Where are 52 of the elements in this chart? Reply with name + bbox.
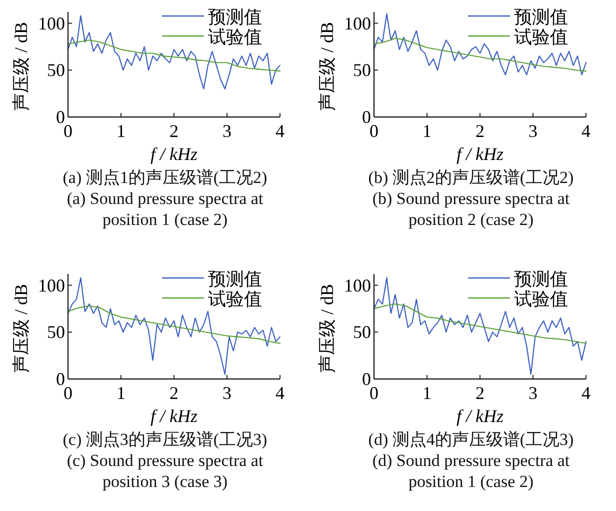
x-tick-label: 4 bbox=[276, 121, 284, 141]
legend-label: 预测值 bbox=[514, 269, 568, 289]
y-tick-label: 50 bbox=[353, 322, 371, 342]
y-tick-label: 0 bbox=[56, 369, 65, 389]
x-tick-label: 4 bbox=[582, 121, 590, 141]
x-tick-label: 3 bbox=[222, 383, 232, 403]
legend-label: 试验值 bbox=[514, 289, 568, 309]
text: (d) 测点4的声压级谱(工况3) bbox=[367, 429, 575, 450]
x-axis-title: f / kHz bbox=[456, 144, 504, 164]
x-axis-title: f / kHz bbox=[150, 144, 198, 164]
y-tick-label: 0 bbox=[362, 107, 371, 127]
x-axis-title: f / kHz bbox=[150, 406, 198, 426]
x-tick-label: 1 bbox=[422, 383, 432, 403]
x-tick-label: 3 bbox=[222, 121, 232, 141]
y-axis-title: 声压级 / dB bbox=[317, 284, 337, 374]
legend-label: 预测值 bbox=[208, 7, 262, 27]
x-tick-label: 1 bbox=[116, 121, 126, 141]
y-tick-label: 100 bbox=[38, 275, 65, 296]
y-tick-label: 50 bbox=[47, 60, 65, 80]
x-tick-label: 2 bbox=[170, 383, 178, 403]
y-tick-label: 100 bbox=[344, 275, 371, 296]
x-tick-label: 3 bbox=[528, 121, 538, 141]
text: (a) 测点1的声压级谱(工况2) bbox=[62, 167, 268, 188]
legend-label: 试验值 bbox=[208, 289, 262, 309]
text: (d) Sound pressure spectra at position 1 (case 2) bbox=[371, 450, 571, 492]
x-tick-label: 1 bbox=[116, 383, 126, 403]
y-tick-label: 50 bbox=[47, 322, 65, 342]
x-tick-label: 2 bbox=[476, 383, 484, 403]
x-tick-label: 4 bbox=[582, 383, 590, 403]
legend-label: 试验值 bbox=[208, 27, 262, 47]
text: (b) Sound pressure spectra at position 2 (case 2) bbox=[371, 188, 571, 230]
text: (c) 测点3的声压级谱(工况3) bbox=[62, 429, 268, 450]
x-tick-label: 3 bbox=[528, 383, 538, 403]
x-tick-label: 1 bbox=[422, 121, 432, 141]
y-axis-title: 声压级 / dB bbox=[11, 284, 31, 374]
x-tick-label: 4 bbox=[276, 383, 284, 403]
legend-label: 试验值 bbox=[514, 27, 568, 47]
text: (b) 测点2的声压级谱(工况2) bbox=[367, 167, 575, 188]
y-tick-label: 100 bbox=[38, 13, 65, 34]
y-tick-label: 0 bbox=[362, 369, 371, 389]
x-tick-label: 2 bbox=[476, 121, 484, 141]
text: (c) Sound pressure spectra at position 3 (case 3) bbox=[66, 450, 264, 492]
x-tick-label: 2 bbox=[170, 121, 178, 141]
y-tick-label: 100 bbox=[344, 13, 371, 34]
y-axis-title: 声压级 / dB bbox=[317, 22, 337, 112]
y-tick-label: 50 bbox=[353, 60, 371, 80]
text: (a) Sound pressure spectra at position 1 (case 2) bbox=[66, 188, 264, 230]
legend-label: 预测值 bbox=[514, 7, 568, 27]
x-axis-title: f / kHz bbox=[456, 406, 504, 426]
y-tick-label: 0 bbox=[56, 107, 65, 127]
y-axis-title: 声压级 / dB bbox=[11, 22, 31, 112]
legend-label: 预测值 bbox=[208, 269, 262, 289]
